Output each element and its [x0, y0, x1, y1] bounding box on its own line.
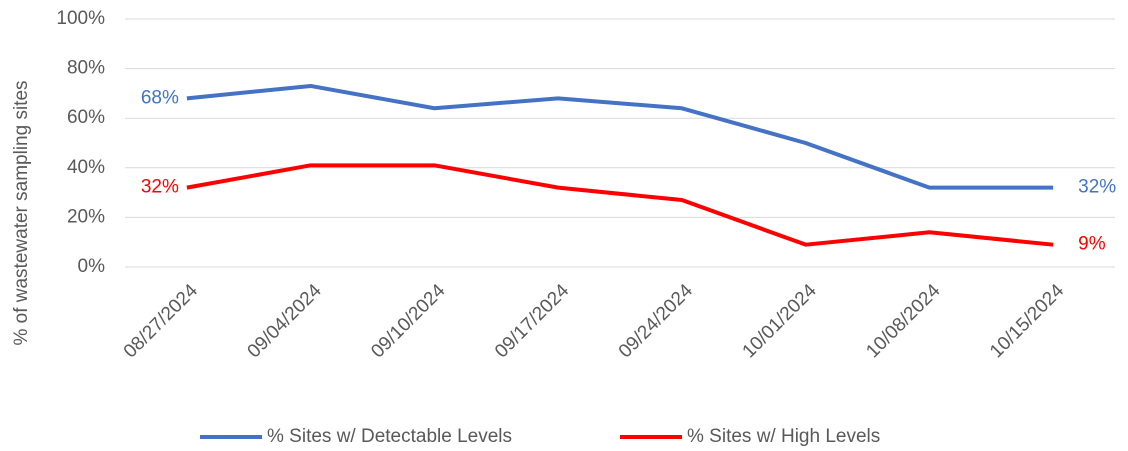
y-tick-label: 20%: [67, 206, 105, 227]
series-line: [186, 163, 1054, 247]
y-tick-label: 80%: [67, 58, 105, 79]
legend-label: % Sites w/ High Levels: [687, 426, 880, 447]
x-tick-label: 10/01/2024: [739, 280, 821, 362]
x-tick-label: 09/17/2024: [491, 280, 573, 362]
x-tick-label: 10/15/2024: [986, 280, 1068, 362]
y-tick-label: 60%: [67, 107, 105, 128]
y-tick-label: 0%: [78, 256, 106, 277]
data-label: 68%: [141, 87, 179, 108]
y-tick-label: 100%: [56, 8, 105, 29]
data-label: 32%: [1078, 177, 1116, 198]
series-line: [186, 83, 1054, 190]
y-axis-label: % of wastewater sampling sites: [11, 80, 32, 345]
y-tick-label: 40%: [67, 157, 105, 178]
legend-label: % Sites w/ Detectable Levels: [267, 426, 512, 447]
data-label: 32%: [141, 177, 179, 198]
x-tick-label: 10/08/2024: [862, 280, 944, 362]
x-tick-label: 09/24/2024: [615, 280, 697, 362]
data-label: 9%: [1078, 234, 1106, 255]
x-tick-label: 09/04/2024: [244, 280, 326, 362]
x-tick-label: 09/10/2024: [367, 280, 449, 362]
x-tick-label: 08/27/2024: [120, 280, 202, 362]
